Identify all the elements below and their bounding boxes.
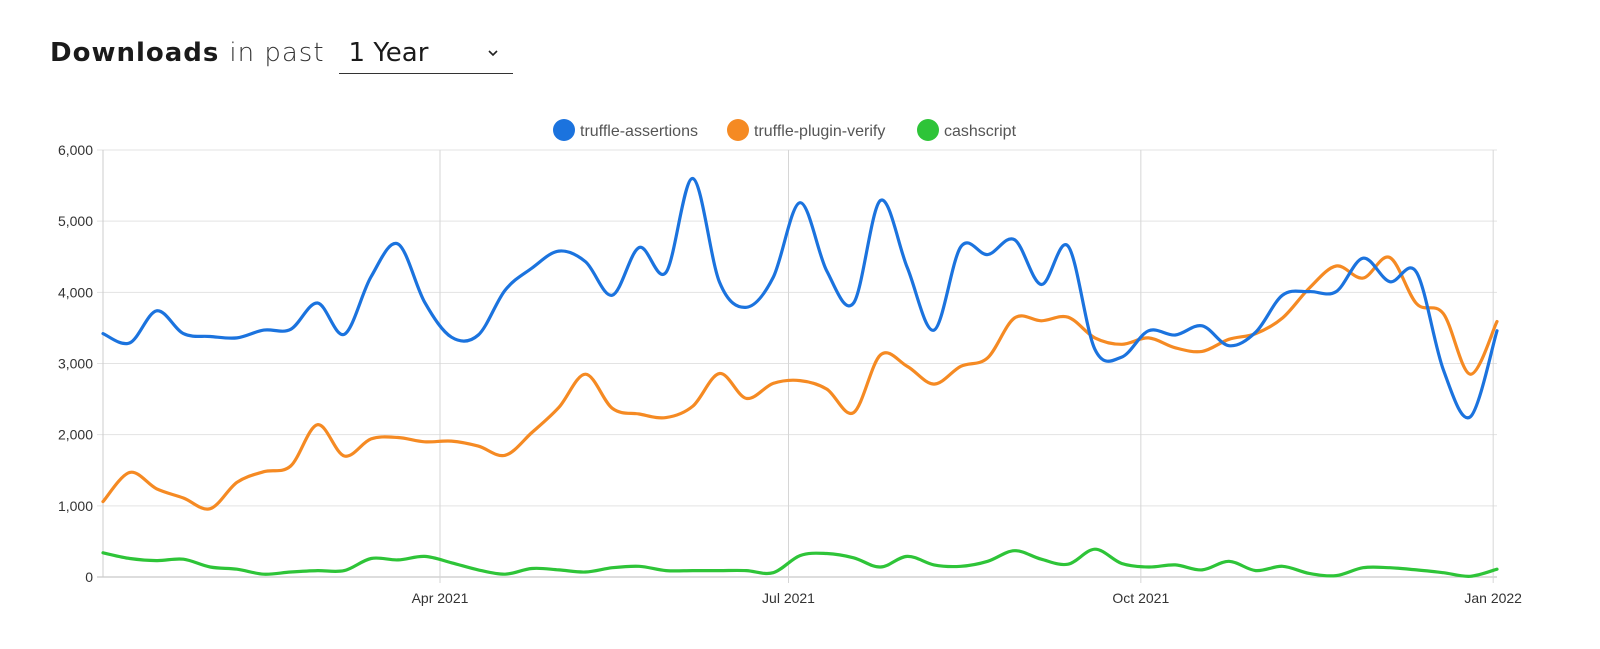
period-select-value: 1 Year [348,37,429,68]
x-tick-label: Apr 2021 [412,590,469,606]
period-select[interactable]: 1 Year [338,33,513,74]
y-tick-label: 0 [85,569,93,585]
legend-label-truffle-assertions: truffle-assertions [580,123,698,140]
legend-marker-cashscript [917,119,939,141]
legend-marker-truffle-plugin-verify [727,119,749,141]
chevron-down-icon [487,49,498,56]
x-tick-label: Jan 2022 [1464,590,1522,606]
series-line-truffle-plugin-verify [101,255,1499,511]
series-line-truffle-assertions [101,176,1499,420]
y-tick-label: 3,000 [58,356,93,372]
legend-label-cashscript: cashscript [944,123,1017,140]
title-in-past: in past [229,38,325,68]
legend-label-truffle-plugin-verify: truffle-plugin-verify [754,123,885,140]
y-tick-label: 2,000 [58,427,93,443]
x-tick-label: Jul 2021 [762,590,815,606]
legend-marker-truffle-assertions [553,119,575,141]
x-tick-label: Oct 2021 [1112,590,1169,606]
series-line-cashscript [101,547,1499,578]
y-tick-label: 5,000 [58,213,93,229]
y-tick-label: 4,000 [58,284,93,300]
chart-header: Downloads in past 1 Year [50,28,513,78]
y-tick-label: 1,000 [58,498,93,514]
y-tick-label: 6,000 [58,142,93,158]
title-downloads: Downloads [50,38,220,68]
